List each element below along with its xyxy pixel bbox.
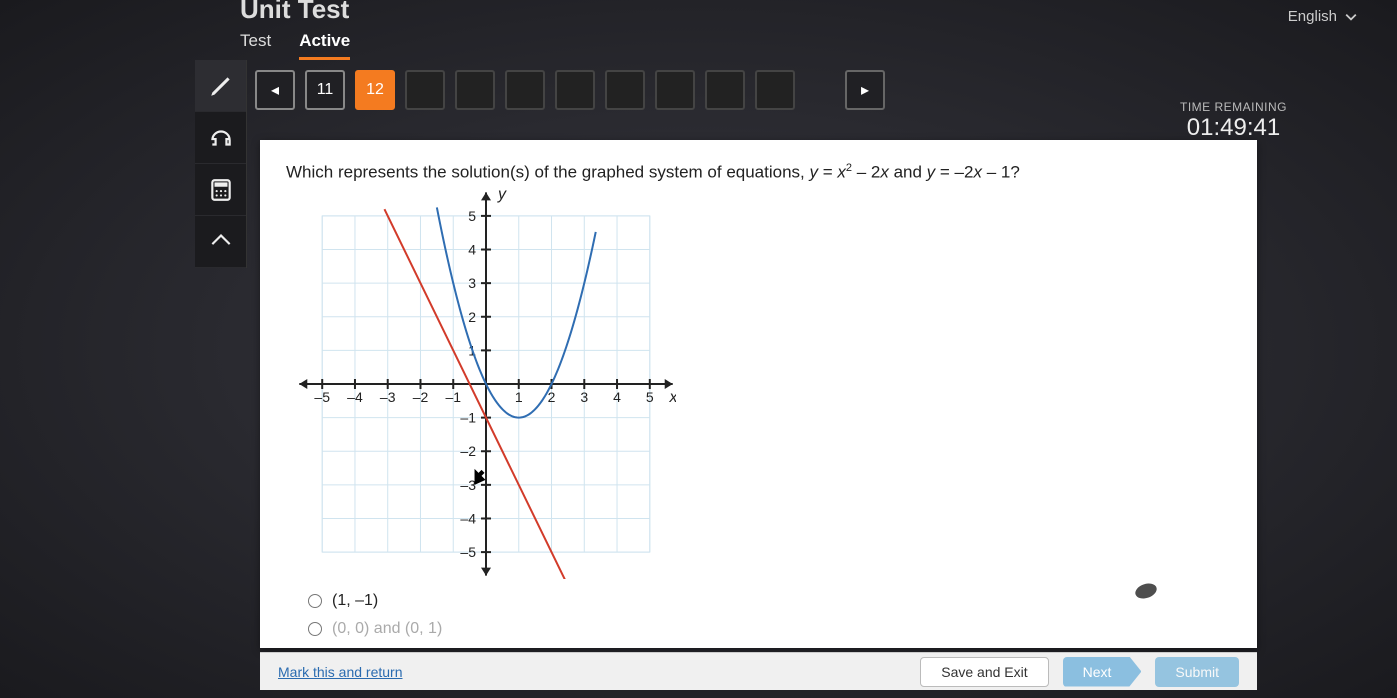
svg-text:–4: –4 <box>347 389 363 405</box>
svg-text:–5: –5 <box>314 389 330 405</box>
unit-title: Unit Test <box>240 0 1337 25</box>
svg-text:3: 3 <box>580 389 588 405</box>
question-number-placeholder <box>455 70 495 110</box>
next-button[interactable]: Next <box>1063 657 1142 687</box>
save-exit-button[interactable]: Save and Exit <box>920 657 1048 687</box>
answer-option-2[interactable]: (0, 0) and (0, 1) <box>308 615 1231 643</box>
svg-text:–3: –3 <box>460 477 476 493</box>
eq-mid: and <box>889 163 927 182</box>
svg-text:–1: –1 <box>445 389 461 405</box>
header-tabs: Test Active <box>240 31 1337 60</box>
chevron-down-icon <box>1345 11 1357 23</box>
timer-label: TIME REMAINING <box>1180 100 1287 114</box>
calculator-icon <box>208 177 234 203</box>
question-panel: Which represents the solution(s) of the … <box>260 140 1257 648</box>
question-number-placeholder <box>755 70 795 110</box>
svg-text:–2: –2 <box>413 389 429 405</box>
question-number-placeholder <box>505 70 545 110</box>
answer-option-1[interactable]: (1, –1) <box>308 587 1231 615</box>
footer: Mark this and return Save and Exit Next … <box>260 652 1257 690</box>
answer-options: (1, –1) (0, 0) and (0, 1) <box>308 587 1231 643</box>
eq-x2: x <box>973 163 982 182</box>
question-number-placeholder <box>655 70 695 110</box>
question-number-placeholder <box>605 70 645 110</box>
svg-text:3: 3 <box>468 275 476 291</box>
tool-pencil[interactable] <box>195 60 246 112</box>
radio-icon <box>308 594 322 608</box>
question-number-11[interactable]: 11 <box>305 70 345 110</box>
radio-icon <box>308 622 322 636</box>
svg-text:–3: –3 <box>380 389 396 405</box>
language-label: English <box>1288 8 1337 25</box>
footer-buttons: Save and Exit Next Submit <box>920 657 1239 687</box>
tool-collapse[interactable] <box>195 216 246 268</box>
mark-return-link[interactable]: Mark this and return <box>278 664 403 680</box>
submit-button[interactable]: Submit <box>1155 657 1239 687</box>
tool-calculator[interactable] <box>195 164 246 216</box>
question-prefix: Which represents the solution(s) of the … <box>286 163 810 182</box>
graph: –5–4–3–2–112345–5–4–3–2–112345xy <box>296 189 676 579</box>
tab-test[interactable]: Test <box>240 31 271 60</box>
side-toolbar <box>195 60 247 268</box>
eq-rest1: – 2 <box>852 163 880 182</box>
pencil-icon <box>208 73 234 99</box>
collapse-icon <box>208 229 234 255</box>
question-nav: ◂ 11 12 ▸ <box>255 70 885 110</box>
svg-text:5: 5 <box>646 389 654 405</box>
nav-next-button[interactable]: ▸ <box>845 70 885 110</box>
eq-rest2: = –2 <box>935 163 973 182</box>
svg-text:2: 2 <box>468 308 476 324</box>
answer-option-2-label: (0, 0) and (0, 1) <box>332 615 442 643</box>
timer: TIME REMAINING 01:49:41 <box>1180 100 1287 142</box>
svg-text:y: y <box>497 189 507 203</box>
answer-option-1-label: (1, –1) <box>332 587 378 615</box>
tab-active[interactable]: Active <box>299 31 350 60</box>
eq-x1b: x <box>880 163 889 182</box>
svg-text:4: 4 <box>613 389 621 405</box>
headphones-icon <box>208 125 234 151</box>
header: Unit Test Test Active <box>240 0 1337 60</box>
svg-text:5: 5 <box>468 208 476 224</box>
timer-value: 01:49:41 <box>1180 114 1287 142</box>
eq-y2: y <box>927 163 936 182</box>
svg-text:1: 1 <box>515 389 523 405</box>
question-number-12[interactable]: 12 <box>355 70 395 110</box>
eq-eq1: = <box>818 163 837 182</box>
question-text: Which represents the solution(s) of the … <box>286 162 1231 183</box>
tool-headphones[interactable] <box>195 112 246 164</box>
question-number-placeholder <box>705 70 745 110</box>
language-selector[interactable]: English <box>1288 8 1357 25</box>
svg-text:–5: –5 <box>460 544 476 560</box>
svg-text:–1: –1 <box>460 409 476 425</box>
nav-prev-button[interactable]: ◂ <box>255 70 295 110</box>
eq-x1: x <box>837 163 846 182</box>
eq-y1: y <box>810 163 819 182</box>
question-number-placeholder <box>555 70 595 110</box>
svg-text:4: 4 <box>468 241 476 257</box>
eq-end: – 1? <box>982 163 1020 182</box>
svg-text:–2: –2 <box>460 443 476 459</box>
graph-svg: –5–4–3–2–112345–5–4–3–2–112345xy <box>296 189 676 579</box>
question-number-placeholder <box>405 70 445 110</box>
svg-text:x: x <box>668 389 676 406</box>
svg-text:–4: –4 <box>460 510 476 526</box>
